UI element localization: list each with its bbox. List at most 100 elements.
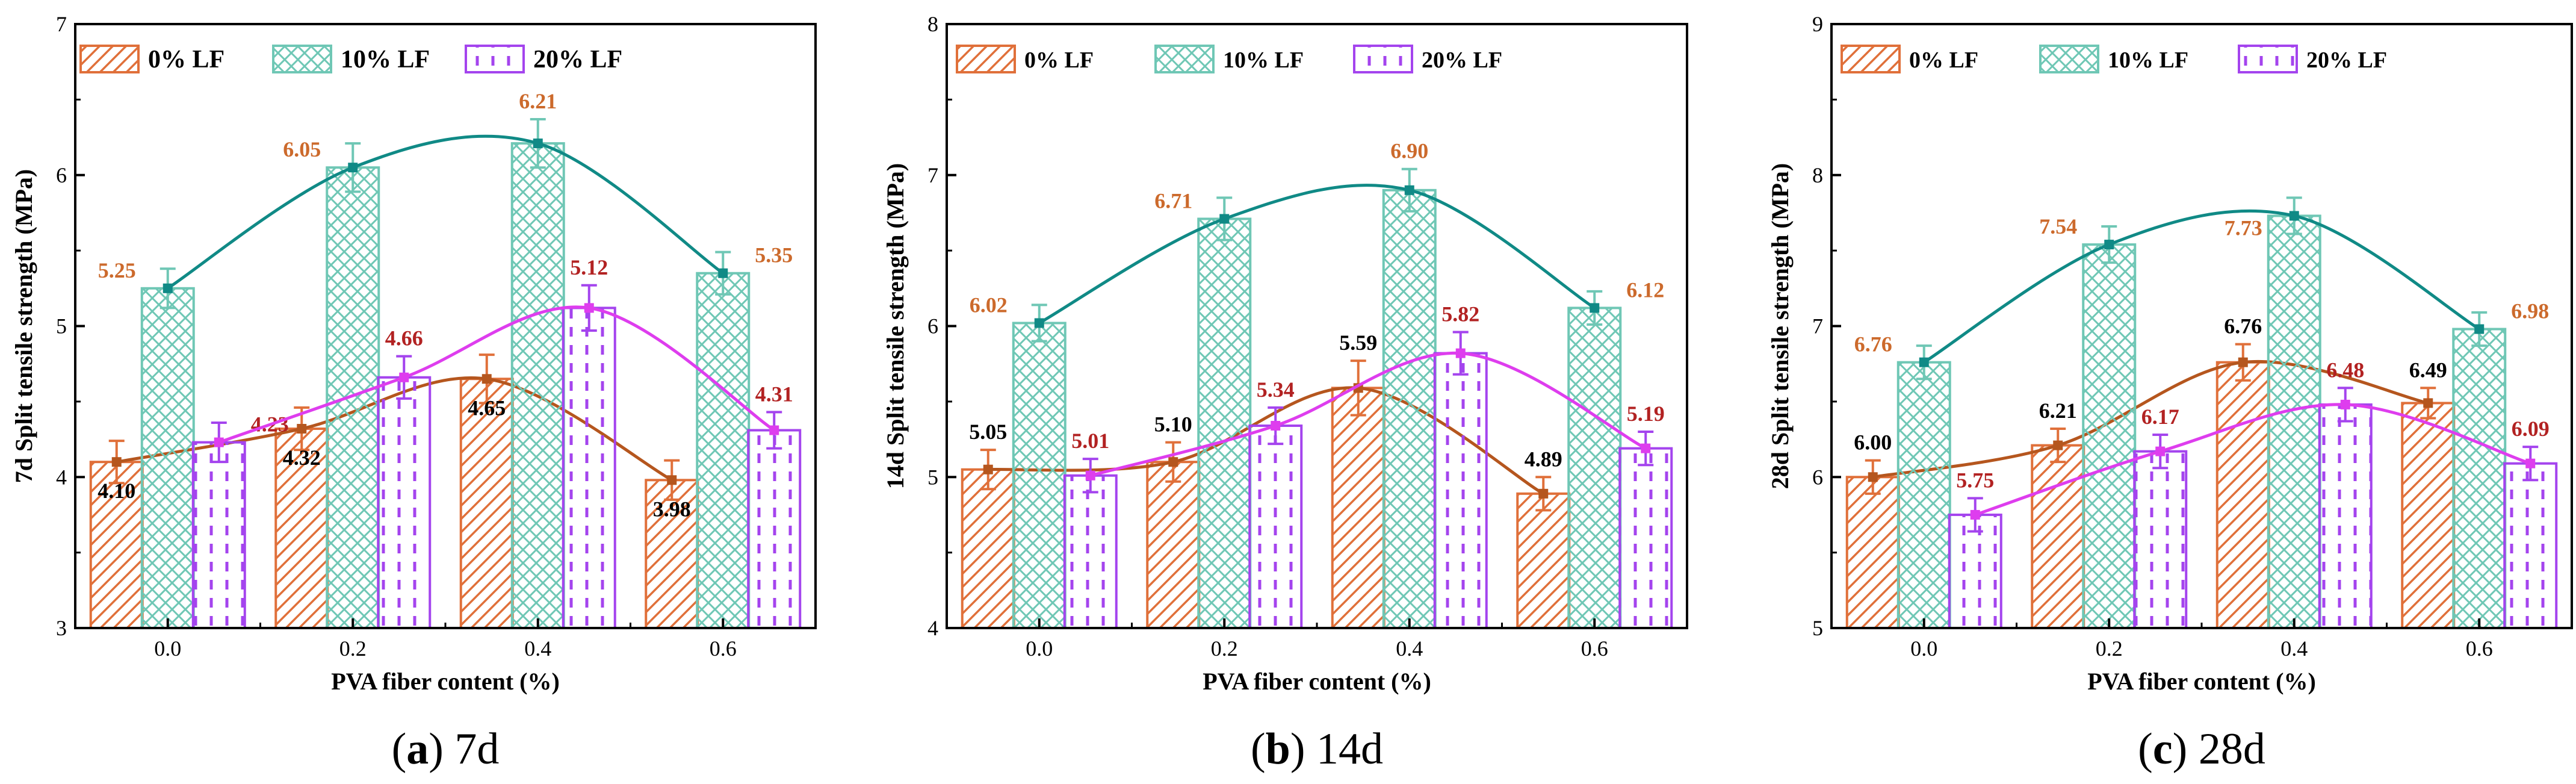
y-tick-label: 7 [927, 163, 938, 187]
legend-label: 10% LF [1223, 48, 1304, 73]
data-label: 6.02 [970, 293, 1008, 317]
bar [2503, 462, 2558, 629]
x-tick-label: 0.2 [339, 636, 367, 661]
legend-swatch [1353, 45, 1413, 73]
caption-paren-close: ) [429, 724, 454, 774]
bar [510, 142, 565, 629]
data-label: 6.49 [2409, 358, 2447, 382]
series-20pct-lf: 4.234.665.124.31 [191, 255, 802, 630]
bar [2215, 361, 2270, 629]
series-10pct-lf: 6.02 6.71 6.90 6.12 [970, 139, 1664, 630]
bar [1197, 217, 1252, 629]
legend-swatch [1154, 45, 1215, 73]
bar [1331, 387, 1386, 629]
data-label: 4.10 [98, 479, 135, 503]
trend-curve [1974, 403, 2531, 517]
data-label: 6.09 [2512, 417, 2550, 441]
y-tick-label: 6 [927, 314, 938, 338]
x-tick-label: 0.2 [1211, 636, 1238, 661]
caption-letter: c [2153, 724, 2173, 774]
chart-panel-b: 5.05 5.10 5.59 4.89 6.02 6.71 6.90 6.12 5.01 5.34… [882, 12, 1688, 774]
series-20pct-lf: 5.01 5.34 5.82 5.19 [1063, 302, 1673, 629]
data-label: 5.01 [1071, 429, 1109, 453]
legend-label: 20% LF [533, 46, 622, 73]
x-tick-label: 0.6 [2466, 636, 2493, 661]
legend-label: 0% LF [1024, 48, 1094, 73]
bar [1063, 474, 1118, 629]
y-tick-label: 5 [1812, 616, 1823, 640]
legend-swatch [79, 45, 140, 73]
y-tick-label: 6 [56, 163, 67, 187]
data-label: 6.48 [2326, 358, 2364, 382]
legend-swatch [2039, 45, 2099, 73]
data-label: 5.05 [969, 420, 1007, 444]
caption-paren-open: ( [2138, 724, 2153, 774]
bar [2133, 450, 2188, 629]
bar [1433, 352, 1488, 629]
legend: 0% LF 10% LF 20% LF [1841, 45, 2387, 73]
data-label: 6.98 [2511, 299, 2549, 323]
x-tick-label: 0.4 [1396, 636, 1423, 661]
caption-paren-open: ( [392, 724, 407, 774]
trend-curve [1090, 351, 1647, 478]
x-tick-label: 0.2 [2096, 636, 2123, 661]
bar [961, 468, 1015, 630]
series-0pct-lf: 4.10 4.32 4.65 3.98 [89, 353, 699, 630]
series-10pct-lf: 6.76 7.54 7.73 6.98 [1854, 196, 2549, 630]
bar [2082, 243, 2137, 630]
x-axis-label: PVA fiber content (%) [2087, 668, 2316, 695]
y-tick-label: 4 [927, 616, 938, 640]
legend-swatch [465, 45, 525, 73]
bar [1567, 306, 1622, 630]
bar [1618, 447, 1673, 629]
y-tick-label: 5 [927, 465, 938, 489]
bar [1012, 322, 1067, 629]
series-20pct-lf: 5.75 6.17 6.48 6.09 [1948, 358, 2558, 629]
bar [1516, 492, 1571, 630]
bar [1845, 476, 1900, 629]
caption-text: 28d [2199, 724, 2265, 774]
caption-paren-open: ( [1251, 724, 1266, 774]
y-tick-label: 5 [56, 314, 67, 338]
bar [1248, 424, 1303, 629]
bar [274, 428, 329, 629]
legend-swatch [2238, 45, 2298, 73]
x-tick-label: 0.0 [1910, 636, 1937, 661]
x-tick-label: 0.0 [1026, 636, 1053, 661]
trend-curve [1038, 184, 1596, 325]
data-label: 4.66 [385, 326, 423, 350]
data-label: 4.65 [468, 396, 506, 420]
data-label: 6.76 [2224, 314, 2262, 338]
data-label: 7.54 [2039, 214, 2077, 238]
y-tick-label: 8 [927, 12, 938, 36]
y-tick-label: 4 [56, 465, 67, 489]
bar [1896, 361, 1951, 629]
y-tick-label: 6 [1812, 465, 1823, 489]
y-tick-label: 7 [56, 12, 67, 36]
legend-label: 0% LF [1909, 48, 1978, 73]
bar [2267, 214, 2321, 629]
trend-curve [1923, 209, 2480, 364]
bar [459, 378, 514, 629]
data-label: 5.12 [570, 255, 608, 279]
caption-paren-close: ) [1290, 724, 1316, 774]
legend-label: 10% LF [341, 46, 430, 73]
x-axis-label: PVA fiber content (%) [1203, 668, 1431, 695]
y-tick-label: 7 [1812, 314, 1823, 338]
bar [140, 287, 195, 629]
caption-paren-close: ) [2173, 724, 2199, 774]
data-label: 6.76 [1854, 332, 1892, 356]
y-axis-label: 7d Split tensile strength (MPa) [10, 169, 37, 483]
data-label: 6.17 [2141, 405, 2179, 429]
panel-caption: (b) 14d [1251, 724, 1383, 774]
chart-panel-c: 6.00 6.21 6.76 6.49 6.76 7.54 7.73 6.98 5.75 6.17… [1766, 12, 2573, 774]
bar [1382, 188, 1437, 629]
x-tick-label: 0.6 [710, 636, 737, 661]
data-label: 5.19 [1627, 402, 1665, 426]
legend-label: 20% LF [1422, 48, 1502, 73]
bar [1146, 461, 1201, 629]
legend-swatch [272, 45, 332, 73]
data-label: 6.71 [1154, 188, 1192, 213]
x-tick-label: 0.6 [1581, 636, 1608, 661]
panel-caption: (c) 28d [2138, 724, 2265, 774]
